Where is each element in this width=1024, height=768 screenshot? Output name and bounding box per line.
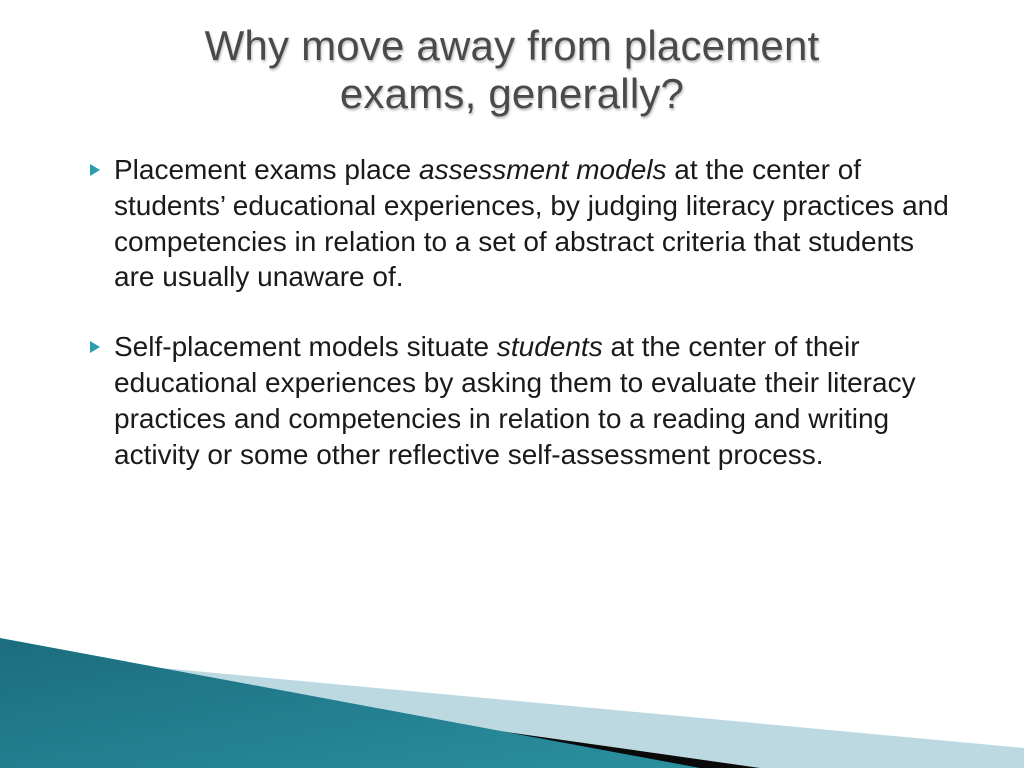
slide-title-line2: exams, generally? (340, 70, 684, 117)
deco-light-teal (0, 653, 1024, 768)
deco-black (0, 660, 760, 768)
bullet-text-emphasis: assessment models (419, 154, 666, 185)
corner-decoration (0, 598, 1024, 768)
triangle-bullet-icon (90, 164, 100, 176)
bullet-text: Placement exams place assessment models … (114, 152, 950, 295)
triangle-bullet-icon (90, 341, 100, 353)
bullet-text-pre: Self-placement models situate (114, 331, 497, 362)
slide: Why move away from placement exams, gene… (0, 0, 1024, 768)
slide-title-line1: Why move away from placement (205, 22, 820, 69)
deco-teal (0, 638, 700, 768)
bullet-text-emphasis: students (497, 331, 603, 362)
bullet-text: Self-placement models situate students a… (114, 329, 950, 472)
bullet-item: Self-placement models situate students a… (90, 329, 950, 472)
bullet-item: Placement exams place assessment models … (90, 152, 950, 295)
slide-body: Placement exams place assessment models … (90, 152, 950, 507)
slide-title: Why move away from placement exams, gene… (0, 22, 1024, 119)
bullet-text-pre: Placement exams place (114, 154, 419, 185)
